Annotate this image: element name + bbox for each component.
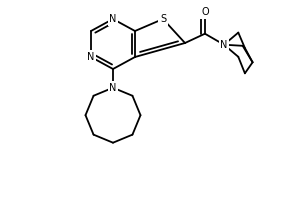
Text: S: S: [160, 14, 166, 24]
Text: N: N: [109, 14, 117, 24]
Text: N: N: [87, 52, 95, 62]
Text: N: N: [109, 83, 117, 93]
Text: N: N: [220, 40, 228, 50]
Text: O: O: [201, 7, 209, 17]
